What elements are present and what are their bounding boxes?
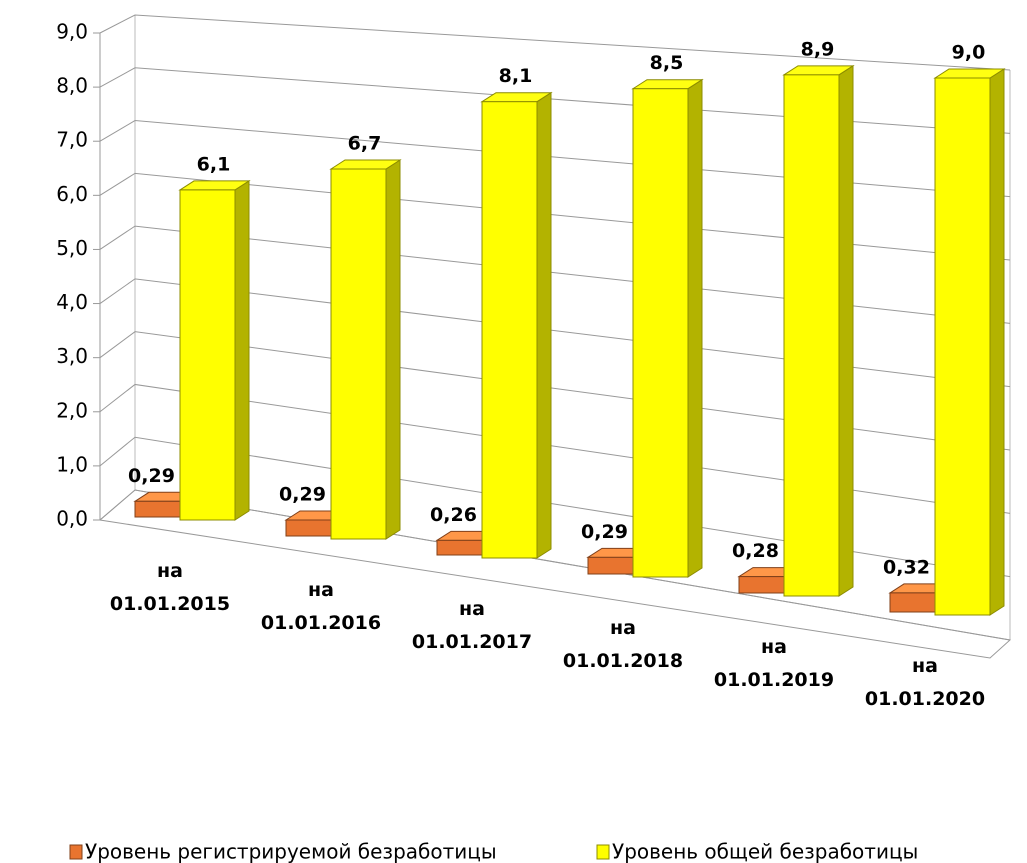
value-label: 0,29 (581, 521, 628, 543)
bar (330, 168, 387, 540)
grid-line (99, 67, 1011, 134)
y-tick-label: 9,0 (56, 20, 88, 44)
grid-line (99, 120, 1011, 198)
value-label: 8,5 (650, 52, 684, 74)
bar (285, 519, 332, 537)
value-label: 0,29 (128, 465, 175, 487)
grid-line (99, 331, 1011, 451)
bar (587, 556, 634, 575)
bar-side (838, 64, 854, 597)
bar (179, 189, 236, 521)
x-tick-label: на 01.01.2018 (562, 617, 684, 672)
legend-swatch (596, 844, 610, 860)
grid-line (99, 383, 1011, 514)
bar (934, 77, 991, 616)
y-tick-label: 2,0 (56, 398, 88, 422)
grid-line (99, 489, 1011, 641)
bar-side (687, 78, 703, 578)
x-tick-label: на 01.01.2019 (713, 636, 835, 691)
bar (632, 88, 689, 578)
x-tick-label: на 01.01.2016 (260, 579, 382, 634)
x-tick-label: на 01.01.2017 (411, 598, 533, 653)
value-label: 8,9 (801, 38, 835, 60)
bar (134, 500, 181, 518)
bar-side (536, 91, 552, 559)
value-label: 0,28 (732, 540, 779, 562)
legend-swatch (69, 844, 83, 860)
y-tick-label: 6,0 (56, 182, 88, 206)
y-tick-label: 3,0 (56, 344, 88, 368)
bar-side (385, 159, 401, 540)
grid-line (99, 436, 1011, 578)
bar (481, 101, 538, 559)
bar (738, 576, 785, 594)
bar (889, 592, 936, 613)
grid-line (99, 172, 1011, 261)
grid-line (99, 278, 1011, 388)
value-label: 0,29 (279, 483, 326, 505)
x-tick-label: на 01.01.2015 (109, 560, 231, 615)
bar (783, 74, 840, 597)
legend-label: Уровень общей безработицы (612, 840, 918, 863)
x-tick-label: на 01.01.2020 (864, 655, 986, 710)
value-label: 8,1 (499, 65, 533, 87)
grid-line (99, 225, 1011, 324)
bar-side (234, 180, 250, 521)
y-tick-label: 5,0 (56, 236, 88, 260)
legend-label: Уровень регистрируемой безработицы (85, 840, 497, 863)
value-label: 6,7 (348, 133, 382, 155)
value-label: 9,0 (952, 42, 986, 64)
y-tick-label: 1,0 (56, 452, 88, 476)
bar (436, 539, 483, 556)
value-label: 0,26 (430, 504, 477, 526)
value-label: 6,1 (197, 153, 231, 175)
y-tick-label: 0,0 (56, 507, 88, 531)
grid-line (99, 14, 1011, 71)
value-label: 0,32 (883, 556, 930, 578)
y-tick-label: 7,0 (56, 128, 88, 152)
y-tick-label: 8,0 (56, 74, 88, 98)
y-tick-label: 4,0 (56, 290, 88, 314)
bar-side (989, 68, 1005, 616)
